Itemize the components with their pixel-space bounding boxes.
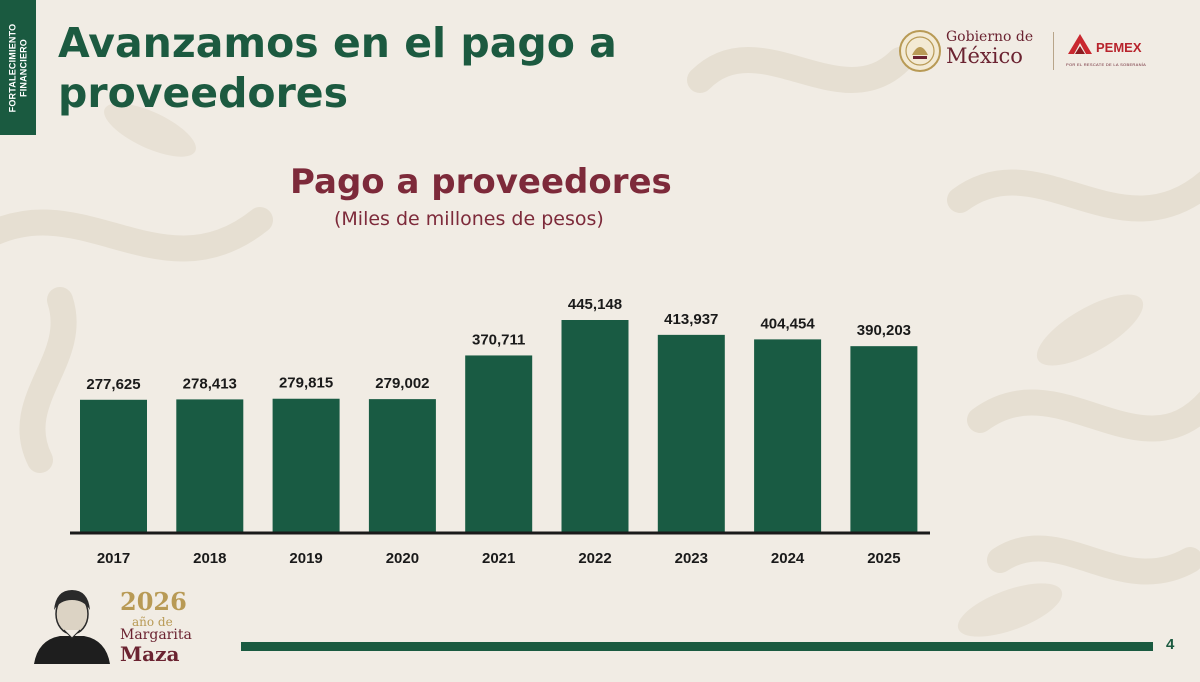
footer-bar xyxy=(241,642,1153,651)
year-badge: 2026 año de Margarita Maza xyxy=(30,584,200,666)
bar-2023 xyxy=(657,334,725,532)
data-label-2017: 277,625 xyxy=(86,376,140,393)
x-tick-label-2022: 2022 xyxy=(578,550,611,567)
data-label-2023: 413,937 xyxy=(664,311,718,328)
x-tick-label-2021: 2021 xyxy=(482,550,515,567)
bar-2024 xyxy=(754,339,822,532)
bar-2020 xyxy=(368,399,436,532)
data-label-2024: 404,454 xyxy=(760,315,815,332)
x-tick-label-2017: 2017 xyxy=(97,550,130,567)
year-badge-name-last: Maza xyxy=(120,642,180,666)
bar-2025 xyxy=(850,346,918,532)
data-label-2021: 370,711 xyxy=(472,331,525,348)
gobierno-de-mexico-logo: Gobierno de México xyxy=(946,30,1033,67)
pemex-eagle-icon xyxy=(1068,34,1092,54)
header-logos: Gobierno de México PEMEX POR EL RESCATE … xyxy=(896,26,1166,78)
data-label-2019: 279,815 xyxy=(279,375,333,392)
year-badge-year: 2026 xyxy=(120,587,187,616)
data-label-2025: 390,203 xyxy=(857,322,911,339)
data-label-2022: 445,148 xyxy=(568,296,622,313)
data-label-2020: 279,002 xyxy=(375,375,429,392)
bar-2017 xyxy=(80,399,147,532)
pemex-logo-text: PEMEX xyxy=(1096,40,1142,55)
gobierno-logo-line2: México xyxy=(946,44,1023,68)
bar-2022 xyxy=(561,320,629,532)
year-badge-name-first: Margarita xyxy=(120,627,192,643)
page-number: 4 xyxy=(1166,636,1175,653)
x-tick-label-2018: 2018 xyxy=(193,550,226,567)
section-tab: FORTALECIMIENTO FINANCIERO xyxy=(0,0,36,135)
x-tick-label-2019: 2019 xyxy=(289,550,322,567)
portrait-icon xyxy=(34,590,110,664)
chart-subtitle: (Miles de millones de pesos) xyxy=(334,208,604,230)
x-tick-label-2023: 2023 xyxy=(675,550,708,567)
data-label-2018: 278,413 xyxy=(183,375,237,392)
logo-divider xyxy=(1053,32,1054,70)
x-tick-label-2020: 2020 xyxy=(386,550,419,567)
chart-title: Pago a proveedores xyxy=(290,162,672,202)
x-tick-label-2025: 2025 xyxy=(867,550,900,567)
coat-of-arms-icon xyxy=(899,30,941,72)
bar-2021 xyxy=(465,355,533,532)
slide-title: Avanzamos en el pago a proveedores xyxy=(58,19,617,117)
year-badge-sub: año de xyxy=(132,615,173,629)
gobierno-logo-line1: Gobierno de xyxy=(946,29,1034,45)
bar-2018 xyxy=(176,399,244,532)
bar-2019 xyxy=(272,398,340,532)
x-tick-label-2024: 2024 xyxy=(771,550,805,567)
pemex-tagline: POR EL RESCATE DE LA SOBERANÍA xyxy=(1066,62,1147,67)
